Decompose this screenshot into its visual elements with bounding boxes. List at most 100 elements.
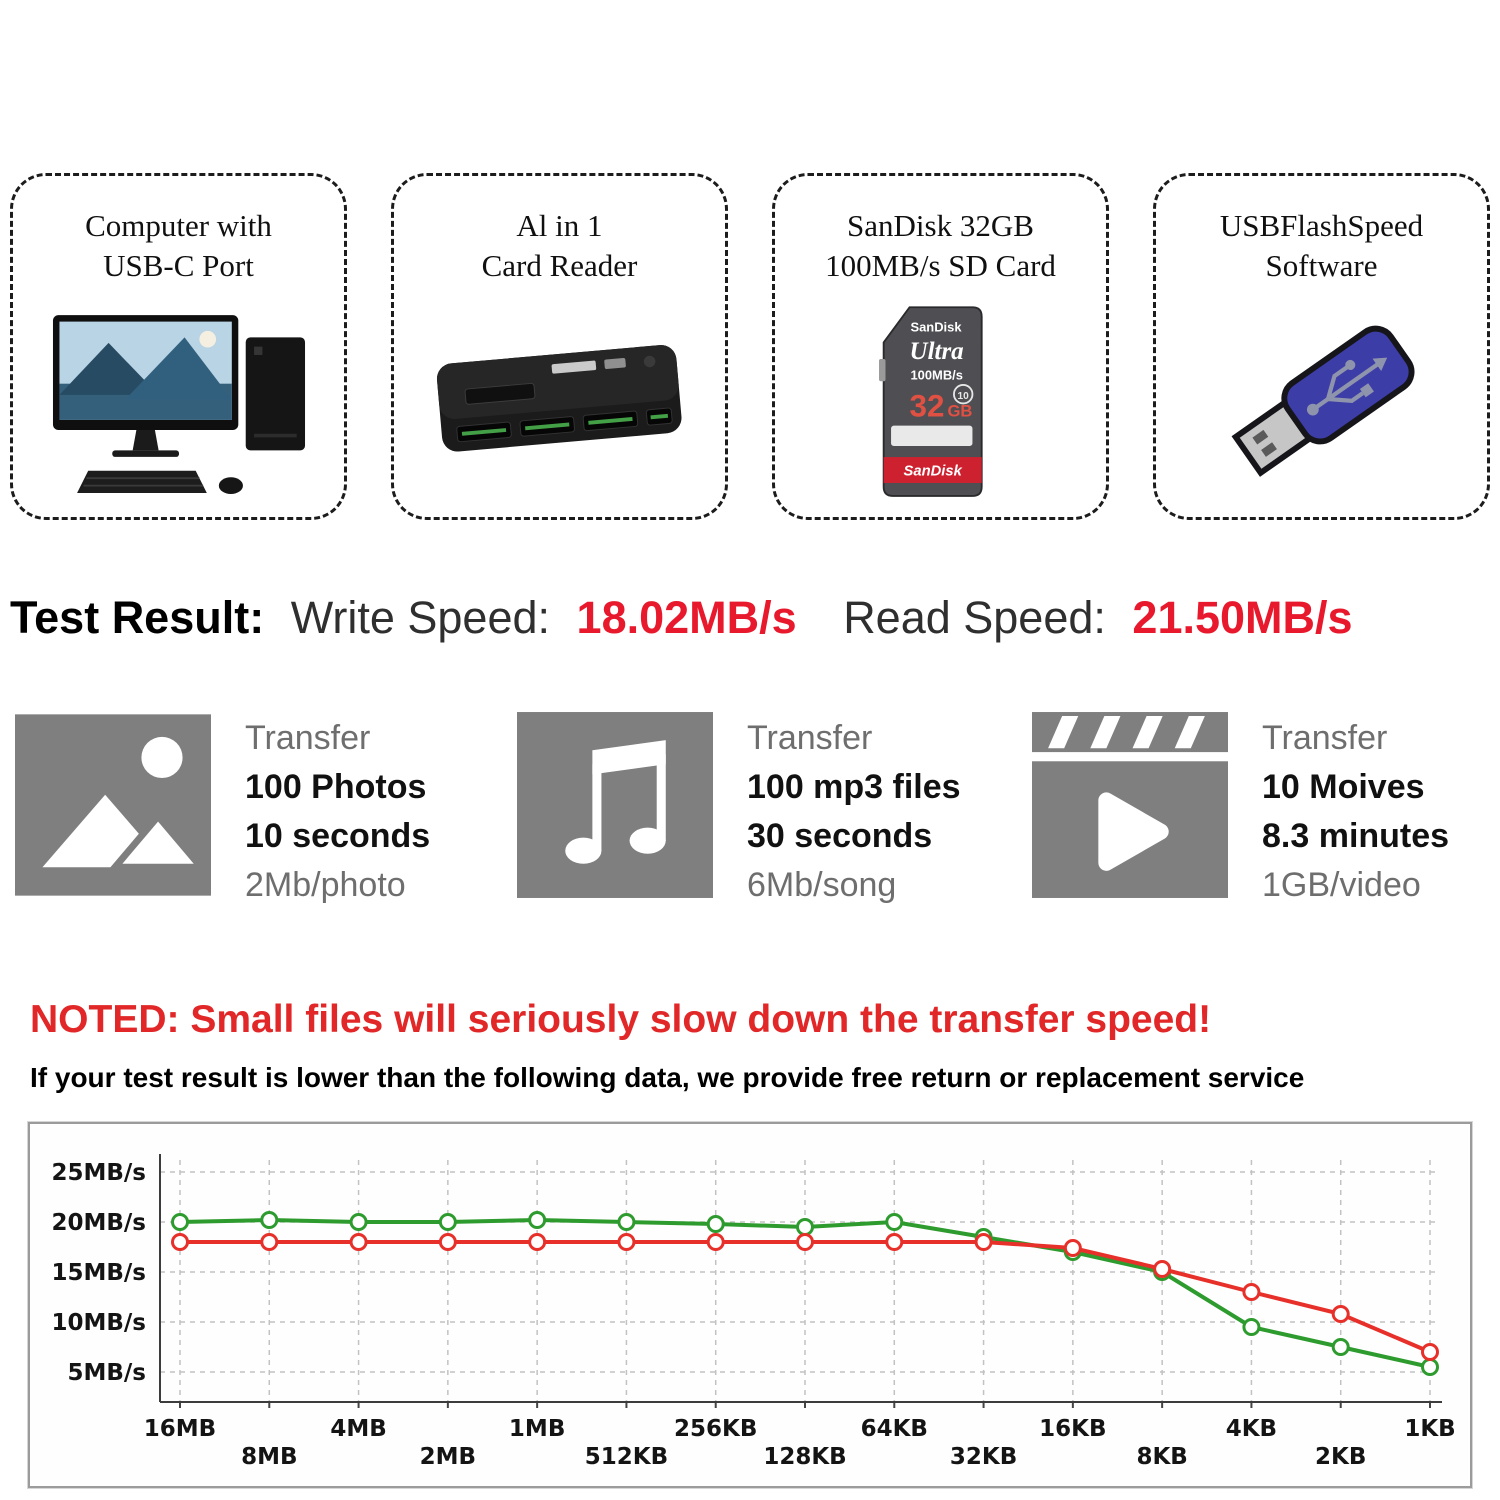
chart-series-marker	[438, 1213, 457, 1231]
chart-series-marker	[171, 1213, 189, 1231]
chart-series-marker	[885, 1213, 904, 1231]
chart-series-marker	[528, 1211, 547, 1229]
setup-card-sd-card-art: SanDisk Ultra 100MB/s 10 32 GB SanDisk	[775, 287, 1106, 517]
setup-card-computer: Computer with USB-C Port	[10, 173, 347, 520]
write-speed-label: Write Speed:	[290, 592, 551, 643]
chart-x-tick-label: 16MB	[144, 1416, 216, 1442]
chart-series-marker	[260, 1211, 279, 1229]
read-speed-value: 21.50MB/s	[1132, 592, 1353, 643]
chart-x-tick-label: 512KB	[585, 1444, 668, 1470]
transfer-size: 6Mb/song	[747, 866, 897, 904]
setup-card-computer-title: Computer with USB-C Port	[85, 206, 272, 287]
chart-x-tick-label: 16KB	[1039, 1416, 1106, 1442]
chart-x-tick-label: 32KB	[950, 1444, 1017, 1470]
chart-x-tick-label: 2MB	[420, 1444, 476, 1470]
note-headline: NOTED: Small files will seriously slow d…	[30, 998, 1212, 1041]
title-line-1: Computer with	[85, 208, 272, 243]
title-line-1: SanDisk 32GB	[847, 208, 1034, 243]
chart-series-marker	[171, 1233, 189, 1251]
chart-series-marker	[1331, 1338, 1350, 1356]
chart-x-tick-label: 2KB	[1315, 1444, 1366, 1470]
chart-x-tick-label: 8MB	[241, 1444, 297, 1470]
chart-series-marker	[349, 1233, 368, 1251]
transfer-count: 10 Moives	[1262, 768, 1425, 806]
chart-y-tick-label: 25MB/s	[51, 1160, 146, 1186]
transfer-block-music: Transfer 100 mp3 files 30 seconds 6Mb/so…	[517, 712, 961, 910]
chart-series-marker	[1063, 1239, 1082, 1257]
title-line-2: USB-C Port	[103, 248, 254, 284]
test-result-label: Test Result:	[10, 592, 265, 643]
title-line-1: Al in 1	[516, 208, 603, 243]
transfer-size: 1GB/video	[1262, 866, 1421, 904]
chart-series-marker	[1242, 1283, 1261, 1301]
title-line-2: 100MB/s SD Card	[825, 248, 1056, 284]
chart-x-tick-label: 256KB	[674, 1416, 757, 1442]
transfer-label: Transfer	[1262, 719, 1388, 757]
sd-card-capacity-number: 32	[909, 389, 944, 424]
setup-card-software: USBFlashSpeed Software	[1153, 173, 1490, 520]
chart-series-marker	[796, 1218, 814, 1236]
chart-y-tick-label: 10MB/s	[51, 1310, 146, 1336]
sd-card-series-text: Ultra	[909, 338, 963, 365]
chart-x-tick-label: 64KB	[861, 1416, 928, 1442]
setup-card-card-reader: Al in 1 Card Reader	[391, 173, 728, 520]
transfer-label: Transfer	[747, 719, 873, 757]
card-reader-icon	[436, 344, 682, 452]
setup-card-computer-art	[13, 287, 344, 517]
chart-series-marker	[1153, 1260, 1172, 1278]
setup-card-software-title: USBFlashSpeed Software	[1220, 206, 1423, 287]
setup-card-sd-card-title: SanDisk 32GB 100MB/s SD Card	[825, 206, 1056, 287]
transfer-text-music: Transfer 100 mp3 files 30 seconds 6Mb/so…	[747, 712, 961, 910]
chart-y-tick-label: 5MB/s	[67, 1360, 146, 1386]
sd-card-class-text: 10	[957, 391, 969, 402]
clapperboard-icon	[1032, 712, 1228, 898]
setup-card-card-reader-title: Al in 1 Card Reader	[482, 206, 638, 287]
transfer-text-movies: Transfer 10 Moives 8.3 minutes 1GB/video	[1262, 712, 1449, 910]
note-subline: If your test result is lower than the fo…	[30, 1062, 1305, 1093]
chart-series-marker	[1242, 1318, 1261, 1336]
chart-y-tick-label: 15MB/s	[51, 1260, 146, 1286]
title-line-1: USBFlashSpeed	[1219, 208, 1424, 243]
chart-series-marker	[1331, 1305, 1350, 1323]
chart-x-tick-label: 1MB	[509, 1416, 565, 1442]
test-result-line: Test Result: Write Speed: 18.02MB/s Read…	[10, 592, 1353, 644]
chart-series-marker	[885, 1233, 904, 1251]
transfer-block-movies: Transfer 10 Moives 8.3 minutes 1GB/video	[1032, 712, 1449, 910]
music-note-icon	[517, 712, 713, 898]
chart-series-marker	[617, 1213, 636, 1231]
chart-series-marker	[706, 1233, 725, 1251]
setup-items-row: Computer with USB-C Port	[10, 173, 1490, 520]
transfer-size: 2Mb/photo	[245, 866, 406, 904]
transfer-time: 30 seconds	[747, 817, 933, 855]
transfer-time: 10 seconds	[245, 817, 431, 855]
chart-series-marker	[796, 1233, 814, 1251]
chart-x-tick-label: 4MB	[330, 1416, 386, 1442]
chart-series-marker	[1421, 1343, 1439, 1361]
title-line-2: Software	[1265, 248, 1378, 284]
chart-series-marker	[528, 1233, 547, 1251]
setup-card-card-reader-art	[394, 287, 725, 517]
transfer-text-photos: Transfer 100 Photos 10 seconds 2Mb/photo	[245, 712, 430, 910]
read-speed-label: Read Speed:	[843, 592, 1106, 643]
sd-card-capacity-unit: GB	[947, 402, 972, 421]
sd-card-brand-text: SanDisk	[910, 320, 962, 335]
photo-icon	[15, 714, 211, 896]
setup-card-sd-card: SanDisk 32GB 100MB/s SD Card SanDisk Ult…	[772, 173, 1109, 520]
chart-series-marker	[706, 1215, 725, 1233]
chart-x-tick-label: 1KB	[1404, 1416, 1455, 1442]
sd-card-speed-text: 100MB/s	[910, 368, 963, 383]
title-line-2: Card Reader	[481, 248, 638, 284]
chart-series-marker	[1421, 1358, 1439, 1376]
transfer-count: 100 mp3 files	[747, 768, 961, 806]
write-speed-value: 18.02MB/s	[576, 592, 797, 643]
chart-x-tick-label: 8KB	[1136, 1444, 1187, 1470]
computer-icon	[52, 314, 305, 494]
speed-line-chart: 25MB/s 20MB/s 15MB/s 10MB/s 5MB/s 16MB 8MB 4MB 2…	[51, 1154, 1456, 1470]
chart-y-tick-label: 20MB/s	[51, 1210, 146, 1236]
chart-series-marker	[617, 1233, 636, 1251]
chart-series-marker	[260, 1233, 279, 1251]
sd-card-icon: SanDisk Ultra 100MB/s 10 32 GB SanDisk	[878, 306, 983, 498]
chart-x-tick-label: 4KB	[1226, 1416, 1277, 1442]
chart-series-marker	[974, 1233, 993, 1251]
